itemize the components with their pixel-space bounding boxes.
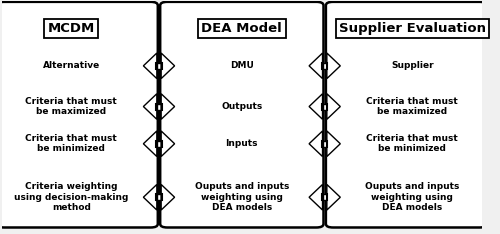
Text: Criteria that must
be minimized: Criteria that must be minimized [26, 134, 117, 154]
Text: Criteria that must
be maximized: Criteria that must be maximized [26, 97, 117, 116]
Polygon shape [161, 184, 174, 210]
Polygon shape [144, 53, 157, 79]
Text: Supplier: Supplier [391, 61, 434, 70]
Polygon shape [309, 131, 322, 157]
Text: Criteria weighting
using decision-making
method: Criteria weighting using decision-making… [14, 182, 128, 212]
FancyBboxPatch shape [326, 2, 487, 227]
Text: Alternative: Alternative [42, 61, 100, 70]
Text: DMU: DMU [230, 61, 254, 70]
Bar [157, 141, 161, 147]
Text: Supplier Evaluation: Supplier Evaluation [339, 22, 486, 35]
Polygon shape [327, 184, 340, 210]
FancyBboxPatch shape [160, 2, 324, 227]
Polygon shape [309, 53, 322, 79]
Text: Ouputs and inputs
weighting using
DEA models: Ouputs and inputs weighting using DEA mo… [365, 182, 460, 212]
Polygon shape [327, 53, 340, 79]
Text: Inputs: Inputs [226, 139, 258, 148]
Polygon shape [161, 131, 174, 157]
Polygon shape [309, 94, 322, 119]
Bar [322, 141, 327, 147]
Polygon shape [144, 184, 157, 210]
Polygon shape [327, 94, 340, 119]
Bar [322, 63, 327, 69]
Bar [157, 194, 161, 200]
Bar [157, 103, 161, 110]
Text: Ouputs and inputs
weighting using
DEA models: Ouputs and inputs weighting using DEA mo… [194, 182, 289, 212]
Bar [322, 194, 327, 200]
Polygon shape [144, 131, 157, 157]
Text: Outputs: Outputs [221, 102, 262, 111]
Polygon shape [309, 184, 322, 210]
Polygon shape [144, 94, 157, 119]
Bar [157, 63, 161, 69]
Polygon shape [327, 131, 340, 157]
Text: Criteria that must
be maximized: Criteria that must be maximized [366, 97, 458, 116]
Polygon shape [161, 53, 174, 79]
Bar [322, 103, 327, 110]
Text: DEA Model: DEA Model [202, 22, 282, 35]
Text: MCDM: MCDM [48, 22, 95, 35]
Polygon shape [161, 94, 174, 119]
Text: Criteria that must
be minimized: Criteria that must be minimized [366, 134, 458, 154]
FancyBboxPatch shape [0, 2, 158, 227]
